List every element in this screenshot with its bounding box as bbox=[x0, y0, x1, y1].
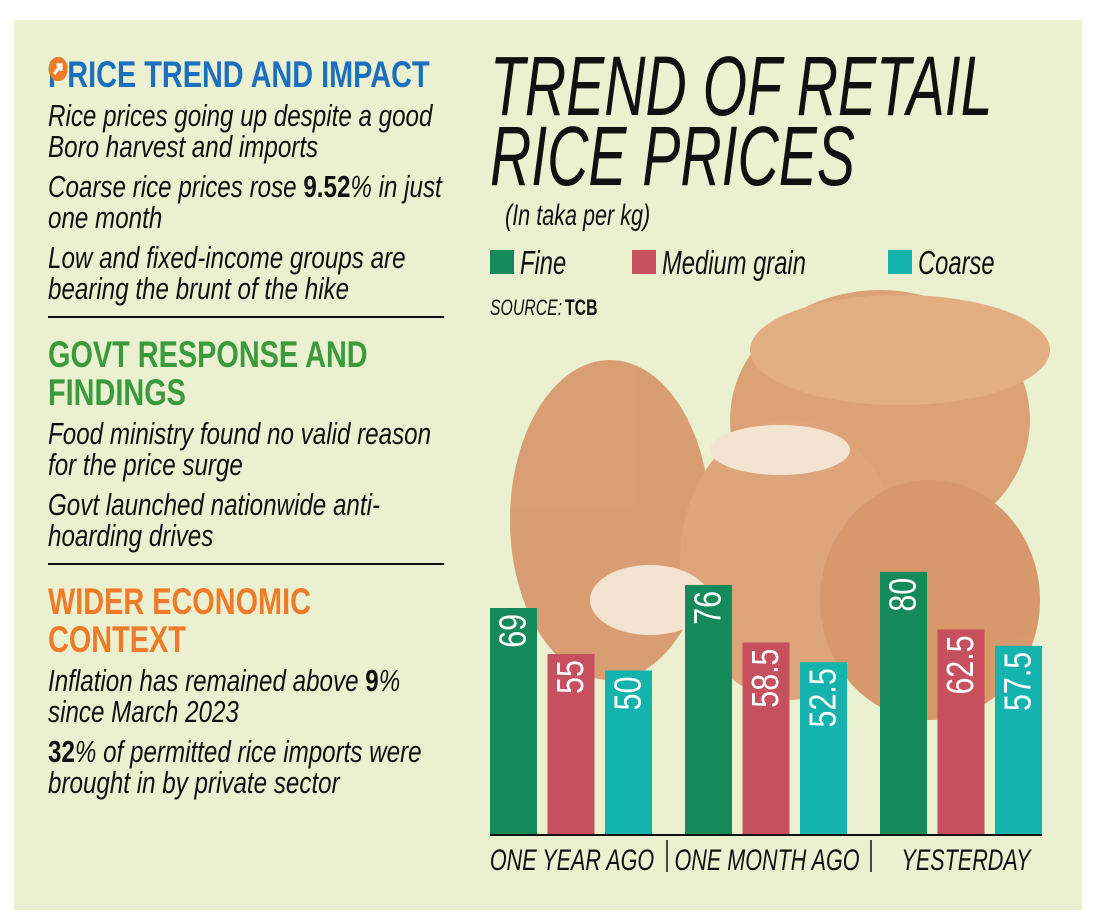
section-heading: WIDER ECONOMIC CONTEXT bbox=[48, 581, 311, 660]
data-label: 76 bbox=[688, 591, 730, 625]
data-label: 69 bbox=[493, 614, 535, 648]
legend-swatch bbox=[888, 250, 912, 274]
data-label: 80 bbox=[883, 578, 925, 612]
bullet: Coarse rice prices rose 9.52% in just on… bbox=[48, 57, 446, 235]
data-label: 55 bbox=[550, 660, 592, 694]
bullet: Low and fixed-income groups are bearing … bbox=[48, 57, 446, 306]
legend-swatch bbox=[490, 250, 514, 274]
bar bbox=[880, 571, 927, 835]
section-heading: GOVT RESPONSE AND FINDINGS bbox=[48, 334, 368, 413]
bar bbox=[490, 607, 537, 835]
bar bbox=[742, 642, 790, 835]
bar bbox=[685, 584, 732, 835]
x-tick-label: YESTERDAY bbox=[901, 842, 1031, 876]
data-label: 52.5 bbox=[803, 668, 845, 727]
bar bbox=[937, 629, 985, 835]
text: Govt launched nationwide anti-hoarding d… bbox=[48, 487, 381, 553]
text: % since March 2023 bbox=[48, 663, 401, 729]
bullet-icon bbox=[48, 57, 68, 81]
section-heading: PRICE TREND AND IMPACT bbox=[48, 54, 430, 95]
bold-text: 9 bbox=[365, 663, 379, 698]
legend-swatch bbox=[632, 250, 656, 274]
bullet: 32% of permitted rice imports were broug… bbox=[48, 57, 446, 800]
data-label: 62.5 bbox=[940, 635, 982, 694]
legend-label: Fine bbox=[520, 245, 566, 282]
bullet: Govt launched nationwide anti-hoarding d… bbox=[48, 57, 446, 553]
left-column: PRICE TREND AND IMPACT Rice prices going … bbox=[48, 56, 446, 807]
data-label: 58.5 bbox=[745, 649, 787, 708]
bullet: Inflation has remained above 9% since Ma… bbox=[48, 57, 446, 729]
x-tick-label: ONE MONTH AGO bbox=[674, 842, 859, 876]
text: % in just one month bbox=[48, 169, 442, 235]
text: Rice prices going up despite a good Boro… bbox=[48, 98, 433, 164]
source: TCB bbox=[565, 297, 598, 321]
text: Inflation has remained above bbox=[48, 663, 366, 698]
legend-label: Medium grain bbox=[662, 245, 806, 282]
divider bbox=[48, 563, 445, 565]
text: Low and fixed-income groups are bearing … bbox=[48, 240, 406, 306]
divider bbox=[48, 316, 445, 318]
rice-sacks bbox=[510, 290, 1050, 720]
data-label: 50 bbox=[608, 677, 650, 711]
bar bbox=[547, 654, 595, 835]
data-label: 57.5 bbox=[998, 652, 1040, 711]
bar bbox=[605, 670, 652, 835]
text: % of permitted rice imports were brought… bbox=[48, 734, 422, 800]
source-label: SOURCE: bbox=[490, 297, 562, 321]
bullet: Food ministry found no valid reason for … bbox=[48, 57, 446, 482]
chart-title: RICE PRICES bbox=[490, 110, 855, 204]
chart-subtitle: (In taka per kg) bbox=[505, 197, 650, 231]
legend-label: Coarse bbox=[918, 245, 995, 282]
text: Coarse rice prices rose bbox=[48, 169, 304, 204]
text: Food ministry found no valid reason for … bbox=[48, 416, 432, 482]
bar bbox=[800, 662, 847, 835]
chart-title: TREND OF RETAIL bbox=[490, 40, 992, 134]
x-tick-label: ONE YEAR AGO bbox=[490, 842, 654, 876]
bullet: Rice prices going up despite a good Boro… bbox=[48, 57, 446, 164]
bold-text: 9.52 bbox=[303, 169, 351, 204]
bar bbox=[995, 645, 1042, 835]
bold-text: 32 bbox=[48, 734, 75, 769]
